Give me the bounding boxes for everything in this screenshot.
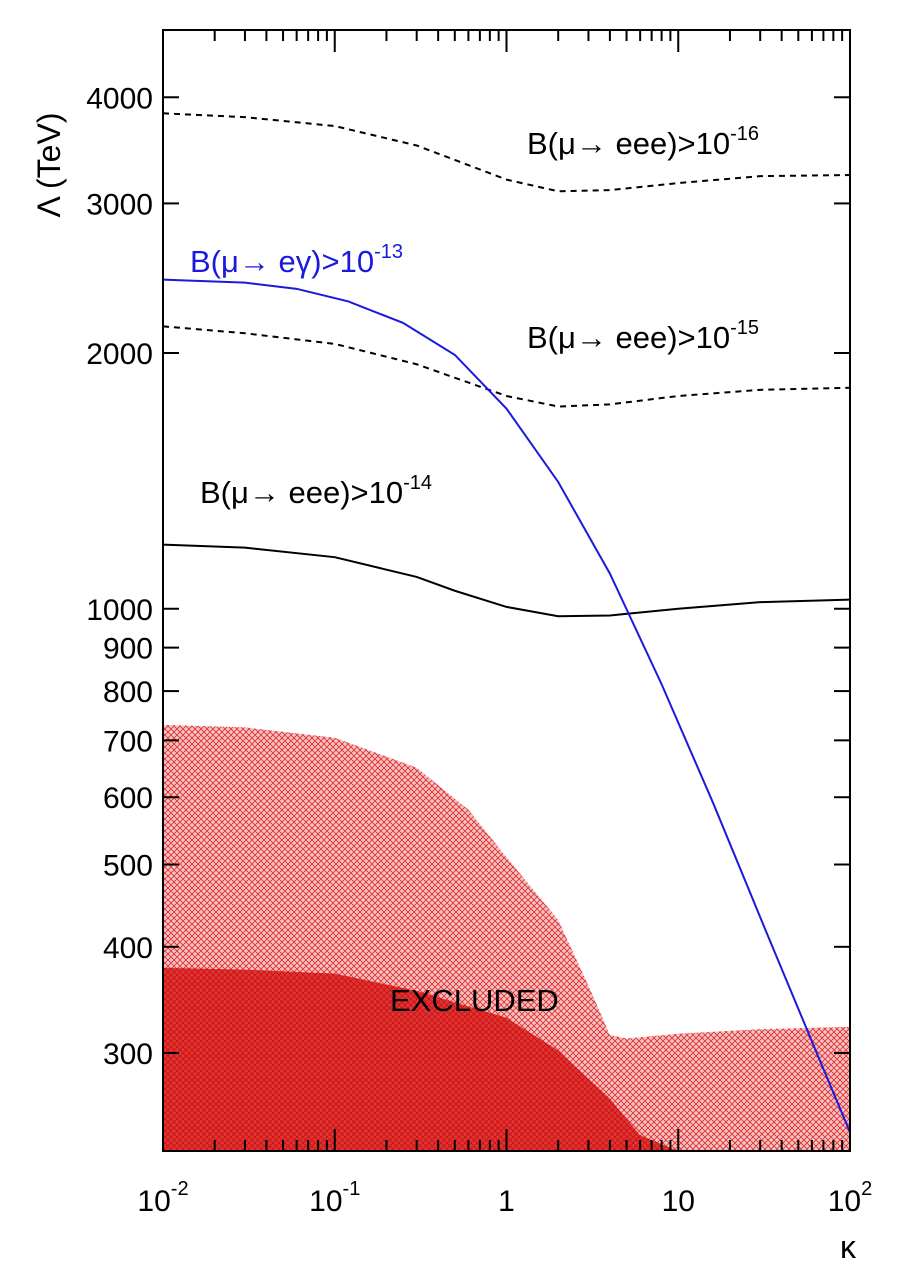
series-eee-1e-16 [162,112,851,193]
y-tick-label: 700 [103,725,153,758]
y-tick-labels: 300 400 500 600 700 800 900 1000 2000 3000 4000 [86,82,153,1071]
series-eee-1e-14 [162,543,851,618]
y-tick-label: 600 [103,782,153,815]
excluded-region-solid [163,967,679,1151]
y-tick-label: 500 [103,849,153,882]
annotation-eee-15: B(μ→ eee)>10-15 [527,317,759,355]
x-tick-label: 10-1 [309,1178,360,1218]
x-tick-label: 102 [828,1178,873,1218]
x-tick-label: 10 [662,1185,695,1218]
y-tick-label: 2000 [86,338,153,371]
y-tick-label: 400 [103,932,153,965]
x-tick-labels: 10-2 10-1 1 10 102 [137,1178,872,1218]
y-axis-title: Λ (TeV) [31,113,67,218]
annotation-egamma-13: B(μ→ eγ)>10-13 [190,241,403,279]
y-tick-label: 300 [103,1038,153,1071]
y-tick-label: 800 [103,676,153,709]
x-axis-title: κ [840,1229,857,1265]
series-lines [162,112,851,1133]
annotation-eee-16: B(μ→ eee)>10-16 [527,123,759,161]
excluded-label: EXCLUDED [390,983,559,1018]
annotation-eee-14: B(μ→ eee)>10-14 [200,472,432,510]
series-egamma-1e-13 [162,278,851,1133]
y-tick-label: 4000 [86,82,153,115]
series-eee-1e-15 [162,325,851,408]
axis-ticks [162,30,850,1151]
excluded-regions [163,724,850,1151]
y-tick-label: 3000 [86,188,153,221]
y-tick-label: 900 [103,633,153,666]
y-tick-label: 1000 [86,594,153,627]
x-tick-label: 1 [498,1185,515,1218]
x-tick-label: 10-2 [137,1178,188,1218]
